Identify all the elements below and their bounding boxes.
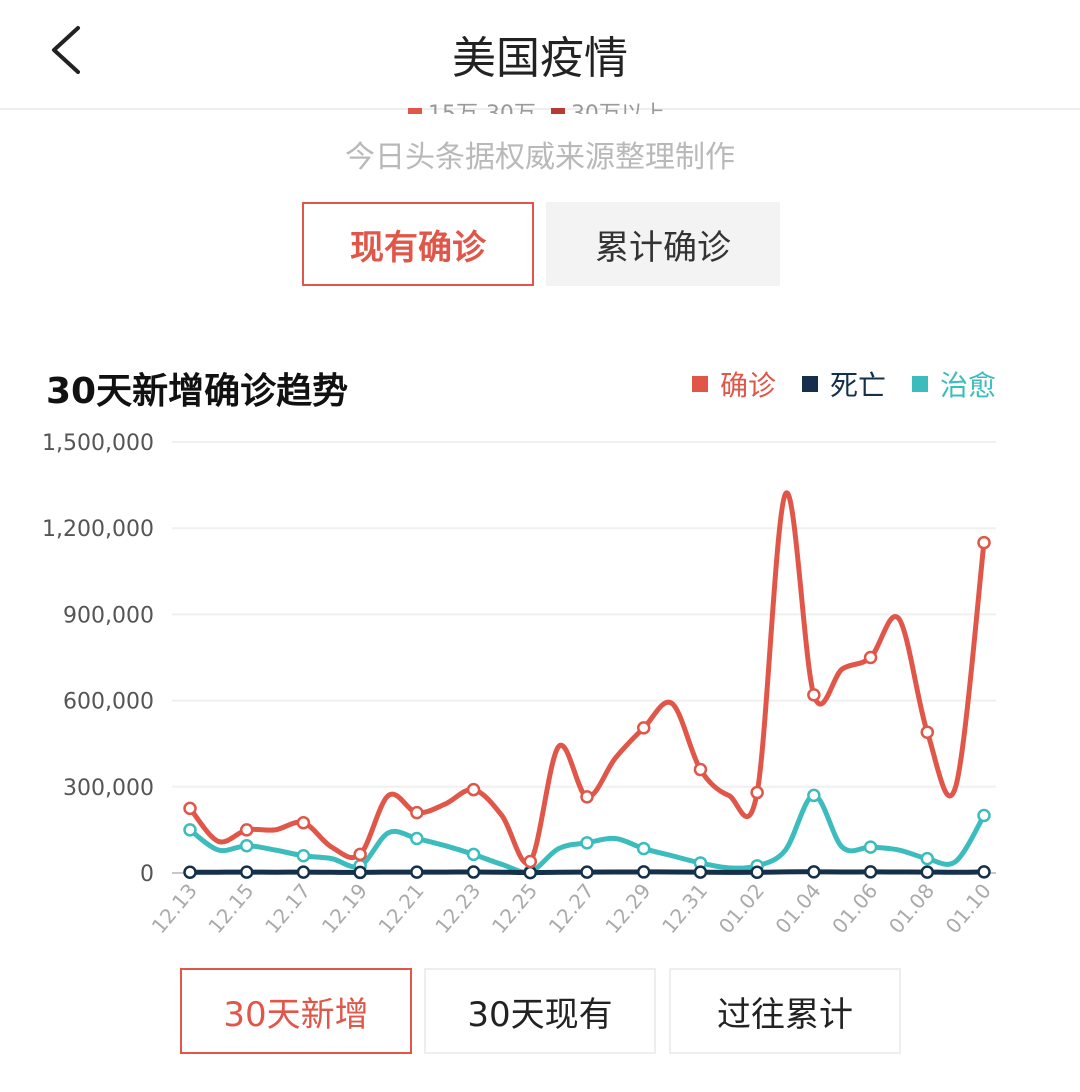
x-tick-label: 12.21 xyxy=(373,879,428,938)
data-point xyxy=(410,805,424,820)
map-legend-partial: 15万-30万 30万以上 xyxy=(400,96,665,114)
legend-swatch xyxy=(691,376,708,392)
data-point xyxy=(466,865,481,879)
data-point xyxy=(920,865,935,879)
x-tick-label: 12.25 xyxy=(487,879,542,938)
legend-swatch xyxy=(801,376,818,392)
x-tick-label: 12.19 xyxy=(317,879,372,938)
legend-swatch xyxy=(911,376,928,392)
header-bar: 美国疫情 xyxy=(0,0,1080,110)
data-point xyxy=(466,847,481,862)
data-point xyxy=(239,823,254,837)
source-note: 今日头条据权威来源整理制作 xyxy=(345,140,735,175)
legend-label: 死亡 xyxy=(829,369,886,402)
series-line-确诊 xyxy=(187,490,987,866)
chevron-left-icon xyxy=(52,26,80,74)
x-tick-label: 12.17 xyxy=(260,879,315,938)
x-tick-label: 01.04 xyxy=(770,879,825,938)
chart-title: 30天新增确诊趋势 xyxy=(46,371,349,412)
data-point xyxy=(863,840,878,854)
tab-30day-current[interactable]: 30天现有 xyxy=(424,968,656,1054)
x-tick-label: 01.06 xyxy=(827,879,882,938)
x-tick-label: 01.10 xyxy=(941,879,996,938)
data-point xyxy=(296,849,311,863)
y-tick-label: 1,200,000 xyxy=(42,517,154,542)
data-point xyxy=(410,831,424,846)
data-point xyxy=(807,688,821,702)
data-point xyxy=(580,865,594,879)
data-point xyxy=(183,865,197,880)
data-point xyxy=(636,721,651,735)
y-tick-label: 300,000 xyxy=(63,776,154,801)
page-title: 美国疫情 xyxy=(452,33,628,84)
data-point xyxy=(296,815,311,830)
data-point xyxy=(183,823,197,837)
data-point xyxy=(636,841,651,856)
data-point xyxy=(863,865,878,879)
legend-item-deaths[interactable]: 死亡 xyxy=(801,364,886,404)
data-point xyxy=(523,854,538,869)
data-point xyxy=(183,801,197,816)
data-point xyxy=(239,838,254,853)
data-point xyxy=(750,865,764,880)
tab-historical-total[interactable]: 过往累计 xyxy=(669,968,901,1054)
data-point xyxy=(410,865,424,879)
data-point xyxy=(636,865,651,879)
map-legend-label: 15万-30万 xyxy=(428,102,536,114)
data-point xyxy=(580,836,594,850)
data-point xyxy=(693,762,708,777)
data-point xyxy=(239,865,254,879)
data-point xyxy=(693,865,708,879)
y-tick-label: 900,000 xyxy=(63,603,154,628)
data-point xyxy=(977,808,991,823)
data-point xyxy=(523,865,538,880)
data-point xyxy=(863,650,878,665)
x-tick-label: 12.23 xyxy=(430,879,485,938)
tab-current-confirmed[interactable]: 现有确诊 xyxy=(302,202,534,286)
chart-legend: 确诊 死亡 治愈 xyxy=(691,364,996,404)
trend-chart: 0 300,000 600,000 900,000 1,200,000 1,500,000… xyxy=(42,431,996,938)
tab-30day-new[interactable]: 30天新增 xyxy=(180,968,412,1054)
series-line-治愈 xyxy=(187,792,987,875)
x-tick-label: 01.08 xyxy=(884,879,939,938)
y-tick-label: 1,500,000 xyxy=(42,431,154,456)
legend-item-confirmed[interactable]: 确诊 xyxy=(691,364,776,404)
legend-item-recovered[interactable]: 治愈 xyxy=(911,364,996,404)
data-point xyxy=(466,782,481,797)
data-point xyxy=(750,785,764,800)
data-point xyxy=(353,847,367,862)
data-point xyxy=(807,788,821,803)
x-tick-label: 12.13 xyxy=(147,879,202,938)
data-point xyxy=(580,790,594,804)
y-tick-label: 0 xyxy=(140,862,154,887)
data-point xyxy=(920,851,935,866)
data-point xyxy=(296,865,311,879)
data-point xyxy=(977,865,991,879)
legend-label: 治愈 xyxy=(939,369,996,402)
legend-swatch xyxy=(550,108,565,114)
y-tick-label: 600,000 xyxy=(63,690,154,715)
back-button[interactable] xyxy=(40,18,100,82)
data-point xyxy=(353,865,367,880)
tab-total-confirmed[interactable]: 累计确诊 xyxy=(546,202,780,286)
data-point xyxy=(920,725,935,739)
data-point xyxy=(977,535,991,550)
x-tick-label: 01.02 xyxy=(714,879,769,938)
legend-swatch xyxy=(408,108,422,114)
legend-label: 确诊 xyxy=(719,369,776,402)
x-tick-label: 12.31 xyxy=(657,879,712,938)
x-tick-label: 12.27 xyxy=(544,879,599,938)
x-tick-label: 12.29 xyxy=(600,879,655,938)
data-point xyxy=(807,865,821,879)
x-tick-label: 12.15 xyxy=(203,879,258,938)
map-legend-label: 30万以上 xyxy=(571,102,665,114)
